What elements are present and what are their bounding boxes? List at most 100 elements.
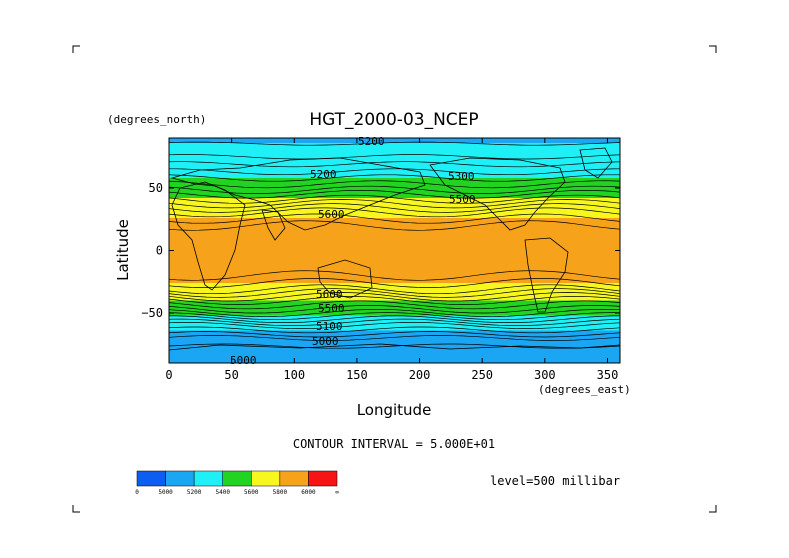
contour-line	[169, 154, 620, 160]
contour-band	[169, 138, 620, 142]
contour-band	[169, 323, 620, 327]
contour-band	[169, 258, 620, 262]
contour-band	[169, 203, 620, 207]
y-tick-label: −50	[141, 306, 163, 320]
contour-band	[169, 275, 620, 279]
contour-line	[169, 185, 620, 194]
colorbar-swatch	[308, 470, 338, 487]
colorbar-label: 5000	[158, 489, 173, 496]
colorbar-label: 5400	[215, 489, 230, 496]
y-tick-label: 0	[156, 244, 163, 258]
contour-line	[169, 284, 620, 295]
colorbar-label: 6000	[301, 489, 316, 496]
y-tick-label: 50	[149, 181, 163, 195]
contour-label: 5100	[316, 320, 343, 333]
contour-band	[169, 215, 620, 219]
contour-band	[169, 315, 620, 319]
contour-label: 5000	[312, 335, 339, 348]
contour-band	[169, 225, 620, 229]
contour-band	[169, 163, 620, 167]
contour-label: 5600	[318, 208, 345, 221]
contour-band	[169, 195, 620, 199]
contour-band	[169, 208, 620, 212]
x-tick-label: 350	[597, 368, 619, 382]
contour-line	[169, 220, 620, 231]
contour-line	[169, 161, 620, 168]
colorbar-swatch	[279, 470, 309, 487]
contour-band	[169, 328, 620, 332]
contour-band	[169, 193, 620, 197]
x-axis-ticks: 0 50 100 150 200 250 300 350	[165, 138, 618, 382]
contour-band	[169, 265, 620, 269]
contour-line	[169, 296, 620, 305]
contour-label-group: 5200 5200 5300 5500 5600 5600 5500 5100 …	[230, 135, 476, 367]
contour-band	[169, 325, 620, 329]
colorbar-label: 0	[135, 489, 139, 496]
contour-band	[169, 240, 620, 244]
contour-band	[169, 268, 620, 272]
colorbar-swatch	[136, 470, 166, 487]
x-units-label: (degrees_east)	[538, 383, 631, 396]
contour-band	[169, 310, 620, 314]
colorbar-label: ∞	[335, 489, 339, 496]
contour-band	[169, 218, 620, 222]
contour-band	[169, 320, 620, 324]
contour-band	[169, 150, 620, 154]
colorbar-label: 5800	[273, 489, 288, 496]
contour-band	[169, 243, 620, 247]
contour-band	[169, 255, 620, 259]
contour-band	[169, 183, 620, 187]
chart-title: HGT_2000-03_NCEP	[309, 110, 478, 130]
contour-band	[169, 305, 620, 309]
contour-interval-note: CONTOUR INTERVAL = 5.000E+01	[293, 437, 495, 451]
contour-band	[169, 283, 620, 287]
contour-band	[169, 155, 620, 159]
colorbar-swatch	[193, 470, 223, 487]
contour-band	[169, 355, 620, 359]
contour-band	[169, 198, 620, 202]
contour-line	[169, 278, 620, 288]
contour-label: 5500	[318, 302, 345, 315]
level-note: level=500 millibar	[490, 474, 620, 488]
contour-band	[169, 168, 620, 172]
contour-band	[169, 180, 620, 184]
contour-line	[169, 331, 620, 338]
contour-band	[169, 250, 620, 254]
contour-band	[169, 233, 620, 237]
contour-band	[169, 145, 620, 149]
x-tick-label: 250	[471, 368, 493, 382]
contour-band	[169, 288, 620, 292]
colorbar-label: 5200	[187, 489, 202, 496]
crop-marks	[72, 45, 717, 513]
contour-line	[169, 305, 620, 314]
contour-band	[169, 148, 620, 152]
contour-line	[169, 318, 620, 326]
x-tick-label: 300	[534, 368, 556, 382]
contour-label: 5000	[230, 354, 257, 367]
contour-band	[169, 213, 620, 217]
x-tick-label: 50	[224, 368, 238, 382]
contour-band	[169, 165, 620, 169]
contour-band	[169, 338, 620, 342]
coastline-outlines	[169, 147, 620, 351]
contour-line	[169, 270, 620, 281]
contour-band	[169, 253, 620, 257]
contour-band	[169, 290, 620, 294]
contour-band	[169, 330, 620, 334]
contour-band	[169, 220, 620, 224]
contour-line	[169, 312, 620, 321]
colorbar-swatch	[165, 470, 195, 487]
contour-line	[169, 141, 620, 146]
x-axis-label: Longitude	[357, 401, 432, 419]
contour-band	[169, 360, 620, 363]
contour-band	[169, 285, 620, 289]
contour-band	[169, 140, 620, 144]
contour-band	[169, 230, 620, 234]
x-tick-label: 0	[165, 368, 172, 382]
colorbar-swatch	[222, 470, 252, 487]
contour-label: 5500	[449, 193, 476, 206]
contour-lines	[169, 141, 620, 349]
contour-line	[169, 308, 620, 318]
contour-line	[169, 343, 620, 349]
